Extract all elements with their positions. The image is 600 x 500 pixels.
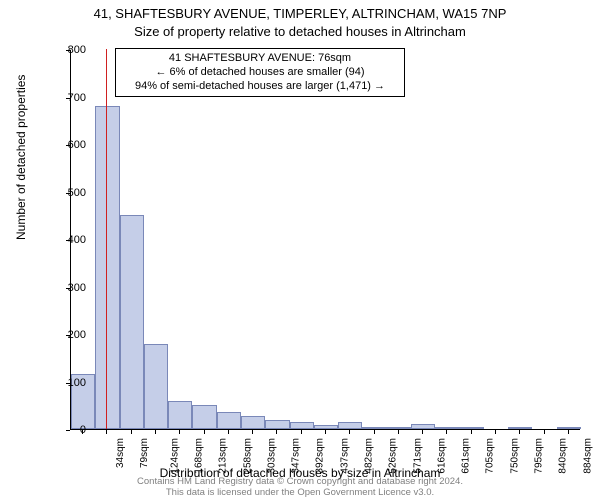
x-tick-mark: [106, 430, 107, 434]
x-tick-label: 79sqm: [139, 438, 150, 468]
x-tick-label: 840sqm: [558, 438, 569, 474]
plot-frame: [70, 50, 580, 430]
x-tick-label: 213sqm: [218, 438, 229, 474]
x-tick-mark: [155, 430, 156, 434]
histogram-bar: [338, 422, 362, 429]
x-tick-mark: [82, 430, 83, 434]
x-tick-mark: [446, 430, 447, 434]
x-tick-label: 571sqm: [412, 438, 423, 474]
x-tick-label: 168sqm: [194, 438, 205, 474]
chart-plot-area: [70, 50, 580, 430]
x-tick-label: 795sqm: [534, 438, 545, 474]
histogram-bar: [168, 401, 192, 430]
y-tick-mark: [66, 193, 70, 194]
y-tick-mark: [66, 50, 70, 51]
histogram-bar: [95, 106, 119, 429]
x-tick-label: 616sqm: [436, 438, 447, 474]
x-tick-label: 661sqm: [461, 438, 472, 474]
y-axis-label: Number of detached properties: [14, 75, 28, 240]
bars-group: [71, 49, 581, 429]
annotation-line2: ← 6% of detached houses are smaller (94): [122, 66, 398, 80]
x-tick-mark: [495, 430, 496, 434]
x-tick-mark: [131, 430, 132, 434]
x-tick-mark: [204, 430, 205, 434]
histogram-bar: [557, 427, 581, 429]
histogram-bar: [144, 344, 168, 430]
footer: Contains HM Land Registry data © Crown c…: [0, 477, 600, 498]
x-tick-label: 705sqm: [485, 438, 496, 474]
y-tick-mark: [66, 98, 70, 99]
chart-title-line2: Size of property relative to detached ho…: [0, 24, 600, 39]
y-tick-mark: [66, 430, 70, 431]
x-tick-mark: [252, 430, 253, 434]
x-tick-mark: [374, 430, 375, 434]
histogram-bar: [435, 427, 459, 429]
histogram-bar: [120, 215, 144, 429]
x-tick-label: 34sqm: [115, 438, 126, 468]
annotation-line1: 41 SHAFTESBURY AVENUE: 76sqm: [122, 52, 398, 66]
histogram-bar: [217, 412, 241, 429]
x-tick-mark: [568, 430, 569, 434]
x-tick-mark: [228, 430, 229, 434]
x-tick-label: 392sqm: [315, 438, 326, 474]
y-tick-mark: [66, 145, 70, 146]
x-tick-mark: [349, 430, 350, 434]
y-tick-mark: [66, 383, 70, 384]
x-tick-label: 884sqm: [582, 438, 593, 474]
footer-line1: Contains HM Land Registry data © Crown c…: [137, 476, 463, 487]
footer-line2: This data is licensed under the Open Gov…: [166, 487, 434, 498]
chart-container: 41, SHAFTESBURY AVENUE, TIMPERLEY, ALTRI…: [0, 0, 600, 500]
x-tick-mark: [544, 430, 545, 434]
histogram-bar: [290, 422, 314, 429]
x-tick-label: 347sqm: [291, 438, 302, 474]
histogram-bar: [265, 420, 289, 429]
histogram-bar: [411, 424, 435, 429]
x-tick-label: 303sqm: [266, 438, 277, 474]
histogram-bar: [508, 427, 532, 429]
x-tick-label: 124sqm: [169, 438, 180, 474]
annotation-box: 41 SHAFTESBURY AVENUE: 76sqm ← 6% of det…: [115, 48, 405, 97]
chart-title-line1: 41, SHAFTESBURY AVENUE, TIMPERLEY, ALTRI…: [0, 6, 600, 21]
y-tick-mark: [66, 288, 70, 289]
histogram-bar: [387, 427, 411, 429]
histogram-bar: [314, 425, 338, 429]
x-tick-label: 437sqm: [339, 438, 350, 474]
x-tick-mark: [398, 430, 399, 434]
x-tick-label: 526sqm: [388, 438, 399, 474]
x-tick-mark: [471, 430, 472, 434]
x-tick-mark: [325, 430, 326, 434]
x-tick-mark: [179, 430, 180, 434]
highlight-line: [106, 49, 107, 429]
histogram-bar: [192, 405, 216, 429]
x-tick-mark: [276, 430, 277, 434]
x-tick-mark: [519, 430, 520, 434]
histogram-bar: [241, 416, 265, 429]
x-tick-mark: [422, 430, 423, 434]
x-tick-label: 258sqm: [242, 438, 253, 474]
annotation-line3: 94% of semi-detached houses are larger (…: [122, 80, 398, 94]
y-tick-mark: [66, 335, 70, 336]
x-tick-label: 750sqm: [509, 438, 520, 474]
y-tick-mark: [66, 240, 70, 241]
x-tick-label: 482sqm: [364, 438, 375, 474]
histogram-bar: [460, 427, 484, 429]
x-tick-mark: [301, 430, 302, 434]
histogram-bar: [362, 427, 386, 429]
